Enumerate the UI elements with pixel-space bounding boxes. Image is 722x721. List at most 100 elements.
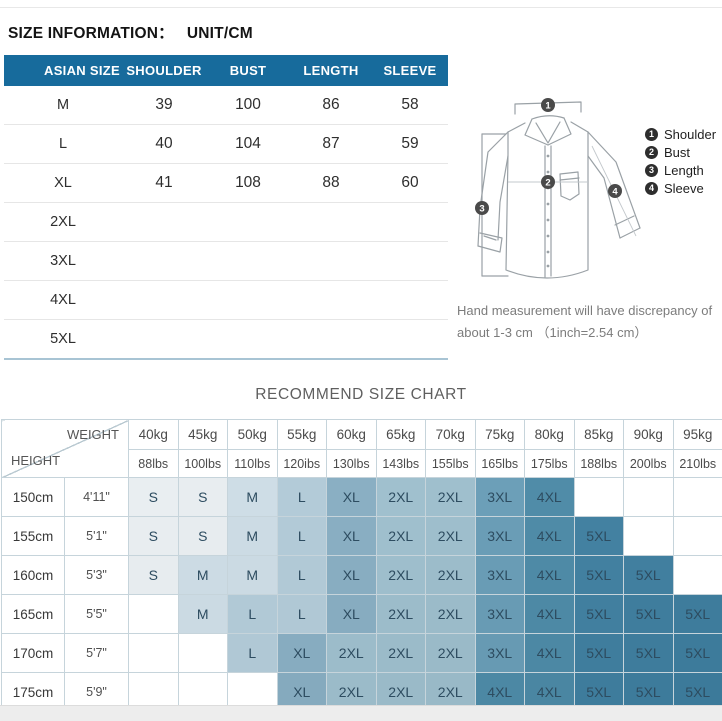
weight-kg-row: WEIGHT HEIGHT 40kg 45kg 50kg 55kg 60kg 65kg 70… <box>1 419 722 478</box>
recommended-size-cell <box>672 477 722 517</box>
weight-kg-cell: 65kg <box>375 419 426 450</box>
recommend-table-row: 170cm 5'7" L XL 2XL 2XL 2XL 3XL 4XL 5XL 5XL 5XL <box>1 633 722 673</box>
height-ft-cell: 5'7" <box>64 633 129 673</box>
weight-kg-cell: 55kg <box>276 419 327 450</box>
svg-text:4: 4 <box>612 186 618 197</box>
recommend-size-table: WEIGHT HEIGHT 40kg 45kg 50kg 55kg 60kg 65kg 70… <box>1 419 722 712</box>
size-value-cell: 108 <box>206 163 290 203</box>
size-value-cell: 100 <box>206 86 290 125</box>
legend-number-badge: 2 <box>645 145 658 159</box>
recommend-chart-title: RECOMMEND SIZE CHART <box>255 386 467 403</box>
weight-axis-label: WEIGHT <box>67 427 119 442</box>
weight-kg-cell: 80kg <box>524 419 575 450</box>
recommended-size-cell: 5XL <box>672 633 722 673</box>
size-table-row: 4XL <box>4 280 448 320</box>
recommended-size-cell: L <box>227 633 278 673</box>
recommended-size-cell: L <box>276 594 327 634</box>
size-value-cell: 88 <box>290 163 372 203</box>
weight-lbs-cell: 200lbs <box>623 449 674 478</box>
recommended-size-cell: 2XL <box>425 477 476 517</box>
recommended-size-cell <box>128 594 179 634</box>
recommended-size-cell: 4XL <box>524 633 575 673</box>
recommended-size-cell <box>128 633 179 673</box>
weight-lbs-row: 88lbs 100lbs 110lbs 120ibs 130lbs 143lbs 155lb… <box>2 449 722 478</box>
recommended-size-cell: 5XL <box>573 516 624 556</box>
size-information-label: SIZE INFORMATION： <box>8 25 174 42</box>
legend-item: 2 Bust <box>645 143 716 161</box>
unit-label: UNIT/CM <box>186 25 253 42</box>
recommended-size-cell: 2XL <box>375 594 426 634</box>
recommended-size-cell: 3XL <box>474 516 525 556</box>
size-value-cell: 104 <box>206 124 290 164</box>
size-table-col-header: ASIAN SIZE <box>4 55 122 86</box>
recommended-size-cell: 5XL <box>672 594 722 634</box>
recommend-table-row: 165cm 5'5" M L L XL 2XL 2XL 3XL 4XL 5XL 5XL 5XL <box>1 594 722 634</box>
recommended-size-cell: 5XL <box>623 594 674 634</box>
size-value-cell: 39 <box>122 86 206 125</box>
height-cm-cell: 170cm <box>1 633 65 673</box>
size-label-cell: 2XL <box>4 202 122 242</box>
size-value-cell: 86 <box>290 86 372 125</box>
recommended-size-cell: 2XL <box>375 633 426 673</box>
recommended-size-cell: 2XL <box>425 555 476 595</box>
marker-2-bust: 2 <box>541 175 555 189</box>
page-title: SIZE INFORMATION： UNIT/CM <box>8 21 253 43</box>
recommended-size-cell: 2XL <box>425 633 476 673</box>
size-value-cell: 40 <box>122 124 206 164</box>
recommended-size-cell: 5XL <box>573 555 624 595</box>
recommended-size-cell: 4XL <box>524 594 575 634</box>
height-ft-cell: 5'1" <box>64 516 129 556</box>
recommend-table-row: 155cm 5'1" S S M L XL 2XL 2XL 3XL 4XL 5XL <box>1 516 722 556</box>
recommended-size-cell: M <box>227 477 278 517</box>
size-value-cell <box>290 280 372 320</box>
recommended-size-cell <box>573 477 624 517</box>
recommended-size-cell: 4XL <box>524 477 575 517</box>
legend-number-badge: 3 <box>645 163 658 177</box>
recommended-size-cell: S <box>177 516 228 556</box>
recommended-size-cell: M <box>177 594 228 634</box>
size-table-row: 2XL <box>4 202 448 242</box>
size-value-cell <box>372 202 448 242</box>
weight-lbs-cell: 100lbs <box>177 449 228 478</box>
recommended-size-cell: XL <box>326 516 377 556</box>
recommended-size-cell: XL <box>326 477 377 517</box>
weight-kg-cell: 70kg <box>425 419 476 450</box>
legend-number-badge: 4 <box>645 181 658 195</box>
legend-item: 1 Shoulder <box>645 125 716 143</box>
height-ft-cell: 5'5" <box>64 594 129 634</box>
recommended-size-cell: S <box>128 555 179 595</box>
weight-lbs-cell: 110lbs <box>227 449 278 478</box>
recommended-size-cell <box>623 516 674 556</box>
size-value-cell <box>206 280 290 320</box>
size-table-col-header: LENGTH <box>290 55 372 86</box>
recommended-size-cell: M <box>227 555 278 595</box>
size-table-section: ASIAN SIZE SHOULDER BUST LENGTH SLEEVE M 39 10… <box>4 55 448 360</box>
legend-label: Bust <box>664 144 691 160</box>
recommended-size-cell: 2XL <box>375 477 426 517</box>
recommended-size-cell: M <box>227 516 278 556</box>
weight-lbs-cell: 188lbs <box>573 449 624 478</box>
legend-label: Sleeve <box>664 180 704 196</box>
size-value-cell <box>290 319 372 360</box>
size-table-col-header: SHOULDER <box>122 55 206 86</box>
recommended-size-cell: 5XL <box>573 594 624 634</box>
size-value-cell <box>206 241 290 281</box>
size-value-cell: 58 <box>372 86 448 125</box>
recommended-size-cell: L <box>227 594 278 634</box>
recommended-size-cell: 5XL <box>623 555 674 595</box>
shirt-line-drawing: 1 2 3 4 <box>475 98 641 279</box>
recommended-size-cell: 4XL <box>524 516 575 556</box>
size-table-header-row: ASIAN SIZE SHOULDER BUST LENGTH SLEEVE <box>4 55 448 86</box>
size-table: ASIAN SIZE SHOULDER BUST LENGTH SLEEVE M 39 10… <box>4 55 448 360</box>
recommended-size-cell: XL <box>276 633 327 673</box>
recommended-size-cell: 2XL <box>326 633 377 673</box>
weight-lbs-cell: 130lbs <box>326 449 377 478</box>
recommended-size-cell: 3XL <box>474 555 525 595</box>
height-axis-label: HEIGHT <box>11 453 61 468</box>
recommended-size-cell: 2XL <box>425 594 476 634</box>
recommended-size-cell: 2XL <box>425 516 476 556</box>
size-label-cell: 4XL <box>4 280 122 320</box>
recommended-size-cell: S <box>177 477 228 517</box>
recommended-size-cell <box>623 477 674 517</box>
recommend-table-row: 160cm 5'3" S M M L XL 2XL 2XL 3XL 4XL 5XL 5XL <box>1 555 722 595</box>
